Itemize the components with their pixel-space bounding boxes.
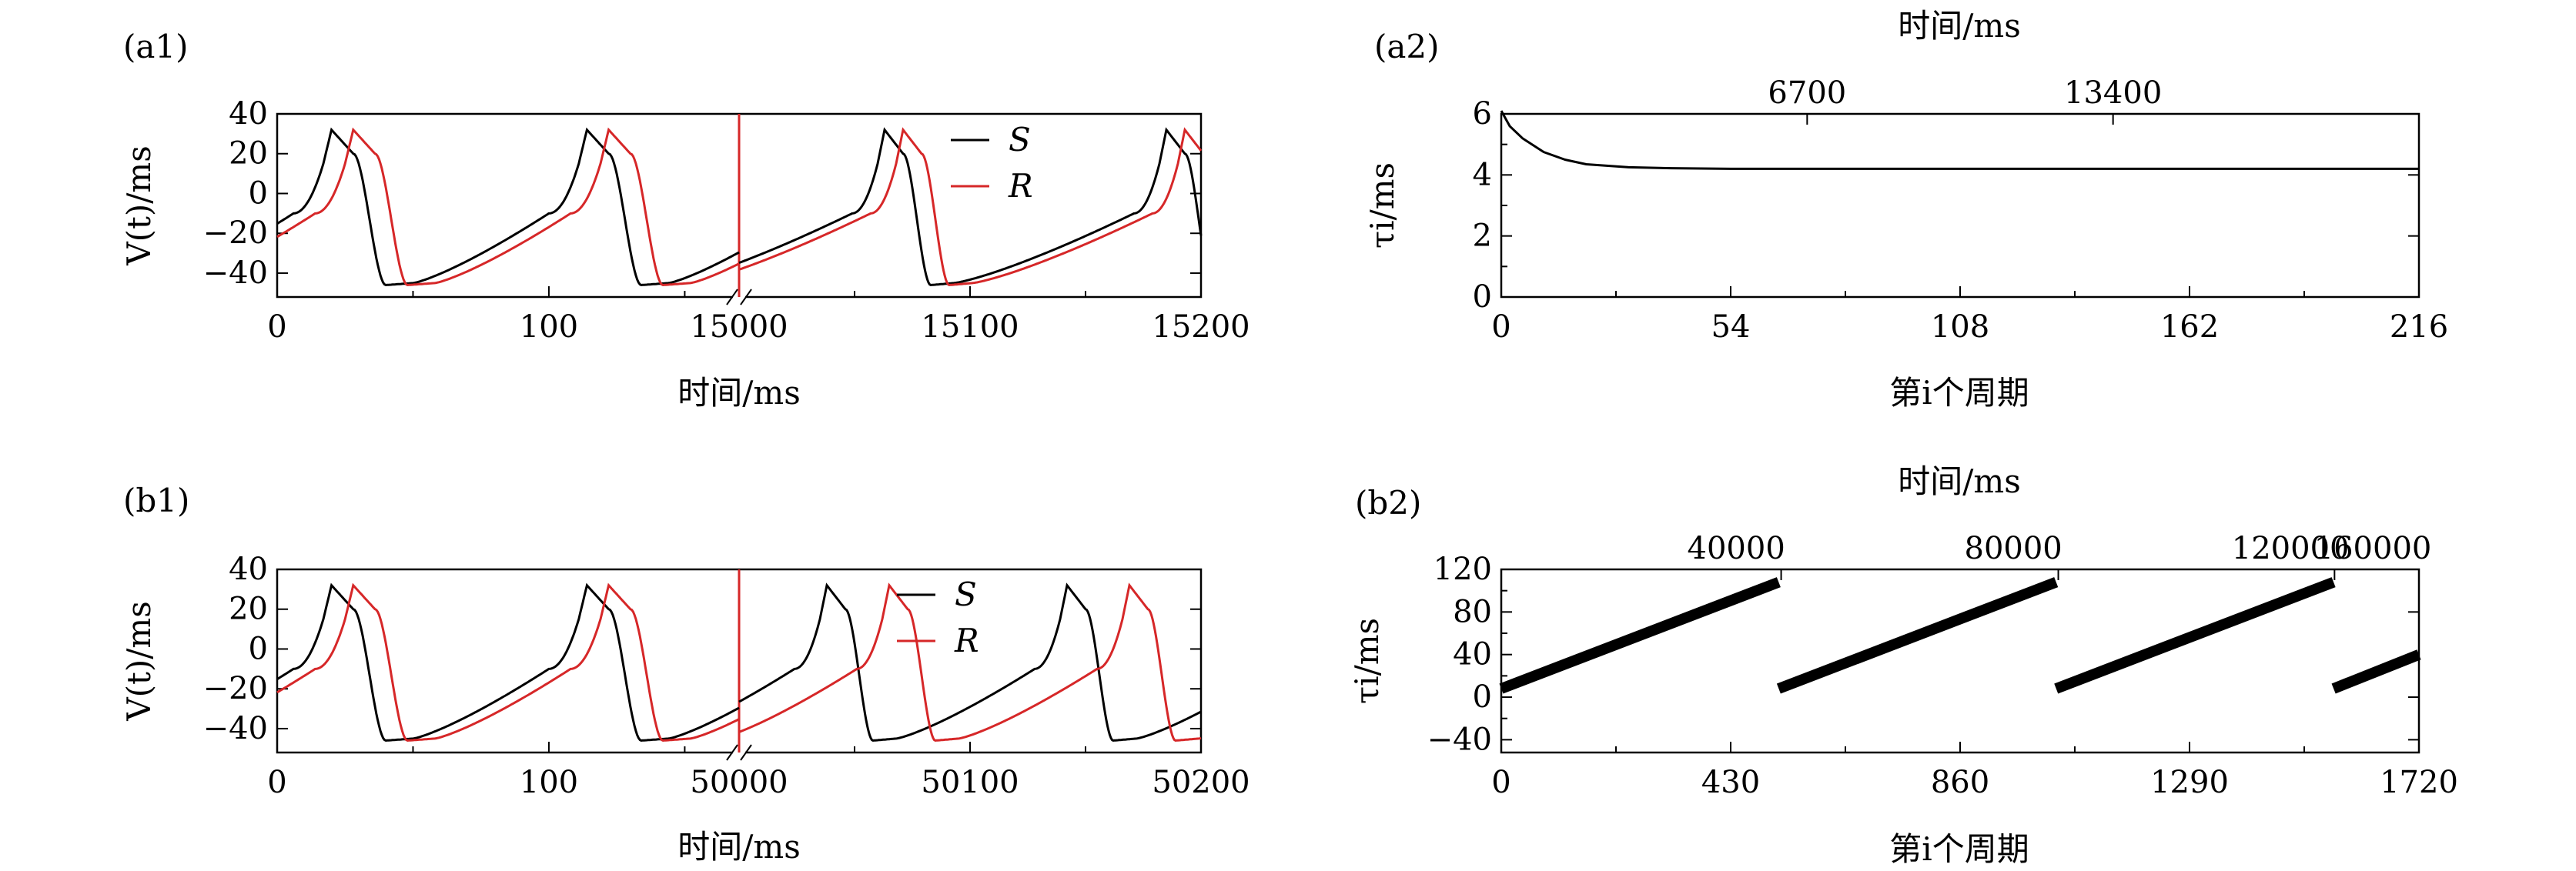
b2-top-tick-label: 80000 — [1965, 531, 2062, 566]
b2-ytick-label: 120 — [1434, 552, 1492, 587]
b2-tau-ramp-2 — [2054, 577, 2336, 694]
a2-ytick-label: 6 — [1473, 96, 1492, 132]
a2-xtick-label: 108 — [1931, 309, 1989, 345]
b2-top-tick-label: 120000 — [2232, 531, 2350, 566]
a1-xtick-label: 0 — [267, 309, 286, 345]
b2-xtick-label: 0 — [1491, 765, 1510, 800]
b1-ytick-label: 40 — [229, 552, 268, 587]
b2-top-tick-label: 40000 — [1688, 531, 1785, 566]
panel-b2: (b2) 时间/ms 120 80 40 0 −40 0 430 860 1290 1720 4… — [1348, 462, 2458, 868]
b1-ylabel: V(t)/ms — [120, 601, 158, 722]
b1-axis-break-gap — [733, 748, 745, 759]
a1-xtick-label: 15100 — [921, 309, 1019, 345]
a2-ytick-label: 0 — [1473, 279, 1492, 315]
a1-series-S-seg2 — [738, 127, 1203, 287]
b1-ytick-label: −40 — [203, 711, 268, 746]
b2-xtick-label: 860 — [1931, 765, 1989, 800]
a1-ytick-label: −20 — [203, 215, 268, 251]
a1-xtick-label: 100 — [520, 309, 578, 345]
b2-xlabel: 第i个周期 — [1889, 830, 2029, 868]
a1-ylabel: V(t)/ms — [120, 145, 158, 266]
b2-tau-ramp-3 — [2331, 649, 2421, 694]
a1-xlabel: 时间/ms — [677, 374, 801, 412]
a1-xtick-label: 15000 — [690, 309, 788, 345]
b2-ylabel: τi/ms — [1348, 618, 1386, 704]
b1-ytick-label: 20 — [229, 592, 268, 627]
b2-top-xlabel: 时间/ms — [1898, 462, 2021, 500]
b2-xtick-label: 430 — [1701, 765, 1760, 800]
panel-label-a2: (a2) — [1374, 28, 1440, 65]
a2-xlabel: 第i个周期 — [1889, 374, 2029, 412]
a1-legend: S R — [951, 121, 1033, 205]
a2-top-xlabel: 时间/ms — [1898, 7, 2021, 45]
a2-tau-curve — [1500, 110, 2419, 170]
a2-xtick-label: 0 — [1491, 309, 1510, 345]
panel-label-b1: (b1) — [123, 482, 189, 519]
a2-ytick-label: 2 — [1473, 219, 1492, 254]
b1-xtick-label: 100 — [520, 765, 578, 800]
a2-ylabel: τi/ms — [1363, 162, 1401, 249]
a1-series-R-seg2 — [738, 127, 1203, 287]
b1-xtick-label: 50000 — [690, 765, 788, 800]
a2-frame — [1500, 112, 2420, 299]
b2-xtick-label: 1290 — [2150, 765, 2229, 800]
b1-axis-break-mark — [726, 744, 738, 761]
b1-ytick-label: 0 — [249, 631, 268, 666]
b1-series-R-seg1 — [276, 582, 740, 743]
a2-top-tick-label: 13400 — [2064, 75, 2162, 111]
b2-ytick-label: 0 — [1473, 679, 1492, 715]
b1-legend-S: S — [955, 576, 977, 613]
a2-ytick-label: 4 — [1473, 157, 1492, 192]
a1-ytick-label: 40 — [229, 96, 268, 132]
b1-legend: S R — [897, 576, 979, 659]
b2-top-tick-label: 160000 — [2314, 531, 2432, 566]
b2-tau-ramp-0 — [1499, 577, 1781, 694]
a2-xtick-label: 54 — [1711, 309, 1751, 345]
b1-xtick-label: 50200 — [1152, 765, 1250, 800]
b2-ytick-label: −40 — [1427, 722, 1492, 757]
b1-legend-R: R — [954, 622, 979, 659]
a1-legend-S: S — [1009, 121, 1031, 159]
a1-ytick-label: 0 — [249, 175, 268, 211]
a1-axis-break-mark — [726, 289, 738, 305]
b1-series-S-seg1 — [276, 582, 740, 743]
b2-ytick-label: 40 — [1453, 637, 1492, 672]
b1-ytick-label: −20 — [203, 671, 268, 706]
b1-axis-break-mark — [740, 744, 752, 761]
a2-xtick-label: 162 — [2160, 309, 2219, 345]
panel-label-a1: (a1) — [123, 28, 189, 65]
a1-series-S-seg1 — [276, 127, 740, 287]
panel-b1: (b1) 40 20 0 −20 −40 0 100 50000 50100 50200 V(t… — [120, 482, 1250, 866]
a1-xtick-label: 15200 — [1152, 309, 1250, 345]
a2-top-tick-label: 6700 — [1768, 75, 1846, 111]
b1-xtick-label: 0 — [267, 765, 286, 800]
a1-legend-R: R — [1008, 167, 1033, 205]
a2-xtick-label: 216 — [2390, 309, 2448, 345]
b1-xtick-label: 50100 — [921, 765, 1019, 800]
a1-ytick-label: 20 — [229, 136, 268, 172]
b2-ytick-label: 80 — [1453, 594, 1492, 629]
a1-series-R-seg1 — [276, 127, 740, 287]
panel-a2: (a2) 时间/ms 6 4 2 0 0 54 108 162 216 6700 13400 τ… — [1363, 7, 2448, 412]
a1-ytick-label: −40 — [203, 255, 268, 291]
b2-tau-ramp-1 — [1776, 577, 2059, 694]
b1-series-S-seg2 — [738, 582, 1202, 743]
panel-label-b2: (b2) — [1355, 484, 1421, 522]
a1-axis-break-gap — [733, 292, 745, 303]
b1-series-R-seg2 — [738, 582, 1202, 743]
a1-axis-break-mark — [740, 289, 752, 305]
b2-xtick-label: 1720 — [2380, 765, 2458, 800]
b1-xlabel: 时间/ms — [677, 828, 801, 866]
